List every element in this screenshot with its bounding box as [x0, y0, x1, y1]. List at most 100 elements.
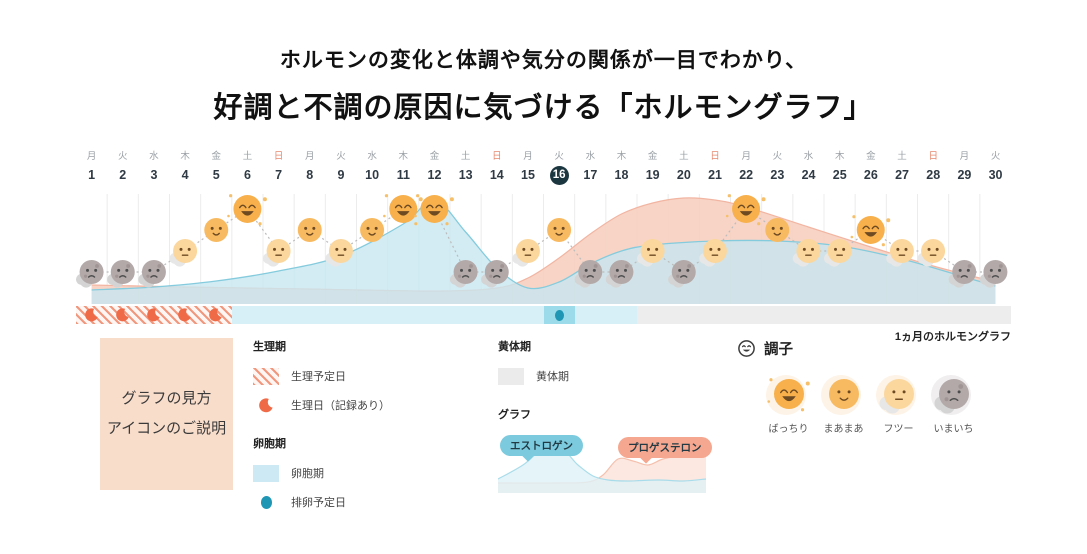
cycle-phase-band — [76, 306, 1011, 324]
hormone-chart: 月 1 火 2 水 3 木 4 金 5 土 6 日 7 月 8 火 9 水 10 木 11 金 12 土 13 日 14 月 15 火 16 水… — [75, 150, 1011, 346]
mood-face-normal — [325, 239, 353, 267]
day-cell: 木 11 — [388, 150, 419, 194]
recorded-period-label: 生理日（記録あり） — [291, 400, 390, 412]
day-number: 17 — [583, 168, 598, 182]
day-number: 23 — [770, 168, 785, 182]
day-number: 14 — [489, 168, 504, 182]
mood-header-label: 調子 — [764, 342, 793, 358]
day-number: 3 — [150, 168, 158, 182]
page-title: 好調と不調の原因に気づける「ホルモングラフ」 — [213, 92, 874, 124]
mood-face-good — [547, 218, 572, 242]
follicular-swatch — [253, 464, 279, 482]
mood-legend-item-great: ばっちり — [761, 371, 816, 435]
legend-header-period: 生理期 — [253, 341, 286, 353]
mood-face-great — [383, 194, 423, 226]
weekday-label: 金 — [211, 151, 222, 162]
day-cell: 火 16 — [544, 150, 575, 194]
weekday-label: 水 — [149, 151, 159, 162]
weekday-label: 水 — [367, 151, 377, 162]
crescent-icon — [178, 308, 191, 322]
weekday-label: 金 — [429, 151, 440, 162]
day-cell: 木 18 — [606, 150, 637, 194]
weekday-label: 月 — [86, 151, 97, 162]
weekday-label: 火 — [118, 151, 128, 162]
legend-intro-line1: グラフの見方 — [121, 390, 212, 407]
mood-header: 調子 — [737, 338, 981, 359]
day-number: 30 — [988, 168, 1003, 182]
weekday-label: 金 — [647, 151, 658, 162]
legend-column-mood: 調子 ばっちり まあまあ フツー いまいち — [737, 338, 981, 435]
mood-face-normal — [512, 239, 540, 267]
mood-face-bad — [934, 379, 969, 414]
weekday-label: 日 — [710, 151, 720, 162]
weekday-label: 月 — [959, 151, 970, 162]
day-number: 2 — [119, 168, 127, 182]
crescent-icon — [84, 308, 98, 322]
mood-face-bad — [107, 260, 135, 288]
weekday-label: 木 — [180, 151, 190, 162]
weekday-label: 火 — [336, 151, 346, 162]
weekday-label: 水 — [803, 151, 814, 162]
estrogen-area — [91, 199, 996, 304]
legend-row-predicted-period: 生理予定日 — [253, 367, 390, 385]
legend-column-graph: 黄体期 黄体期 グラフ エストロゲン プロゲステロン — [497, 338, 712, 493]
mood-face-normal — [262, 239, 291, 267]
weekday-label: 日 — [928, 151, 938, 162]
page-subtitle: ホルモンの変化と体調や気分の関係が一目でわかり、 — [279, 49, 808, 72]
day-number: 22 — [739, 168, 754, 182]
weekday-label: 水 — [585, 151, 596, 162]
today-badge: 16 — [549, 166, 569, 185]
mood-face-great — [414, 194, 454, 226]
mood-face-bad — [979, 260, 1008, 288]
mood-legend-item-bad: いまいち — [926, 371, 981, 435]
mood-icon-bad — [930, 375, 971, 415]
luteal-swatch — [498, 367, 524, 385]
mood-face-good — [765, 218, 790, 242]
mood-face-bad — [481, 260, 509, 288]
day-cell: 火 23 — [762, 150, 793, 194]
day-number: 18 — [614, 168, 629, 182]
day-cell: 火 30 — [980, 150, 1011, 194]
weekday-label: 月 — [741, 151, 751, 162]
day-number: 24 — [801, 168, 816, 182]
day-cell: 土 27 — [886, 150, 917, 194]
follicular-band-segment — [231, 306, 637, 324]
mood-face-normal — [886, 239, 914, 267]
weekday-label: 木 — [616, 151, 627, 162]
days-row: 月 1 火 2 水 3 木 4 金 5 土 6 日 7 月 8 火 9 水 10 木 11 金 12 土 13 日 14 月 15 火 16 水… — [76, 150, 1011, 194]
mood-face-normal — [699, 239, 727, 267]
day-number: 7 — [275, 168, 283, 182]
legend-row-recorded-period: 生理日（記録あり） — [253, 396, 390, 414]
ovulation-dot-icon — [260, 495, 272, 509]
mood-face-normal — [636, 239, 665, 267]
mood-face-great — [227, 194, 267, 226]
legend-intro-box: グラフの見方 アイコンのご説明 — [100, 338, 233, 490]
day-number: 13 — [458, 168, 473, 182]
weekday-label: 火 — [990, 151, 1001, 162]
weekday-label: 日 — [492, 151, 502, 162]
mood-face-great — [766, 378, 810, 412]
day-number: 27 — [895, 168, 909, 182]
mood-face-bad — [605, 260, 634, 288]
mood-face-good — [828, 379, 859, 409]
mood-icon-good — [820, 375, 861, 415]
hormone-mini-chart: エストロゲン プロゲステロン — [497, 435, 712, 493]
day-number: 1 — [88, 168, 96, 182]
legend-header-follicular: 卵胞期 — [253, 438, 286, 450]
legend-column-period: 生理期 生理予定日 生理日（記録あり） 卵胞期 卵胞期 排卵予定日 — [253, 338, 390, 522]
legend-intro-line2: アイコンのご説明 — [106, 420, 227, 437]
ovulation-dot — [554, 309, 564, 321]
mood-face-great — [725, 194, 766, 226]
legend-row-follicular: 卵胞期 — [253, 464, 390, 482]
day-number: 25 — [832, 168, 847, 182]
weekday-label: 火 — [554, 151, 564, 162]
day-cell: 日 14 — [481, 150, 512, 194]
day-number: 28 — [926, 168, 941, 182]
mood-face-bad — [449, 260, 478, 288]
mood-label: いまいち — [933, 424, 974, 435]
mood-label: フツー — [883, 424, 914, 435]
